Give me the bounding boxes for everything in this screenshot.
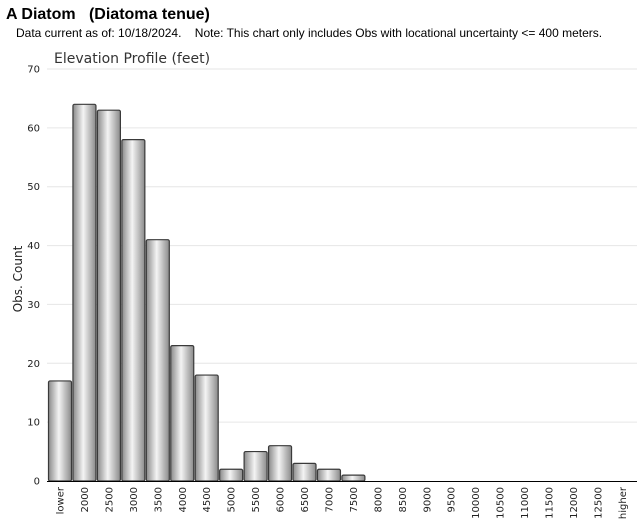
y-axis-label: Obs. Count	[11, 245, 25, 312]
x-tick-label: 5000	[227, 487, 238, 512]
bar-6000	[267, 445, 293, 482]
bar-3500	[145, 239, 170, 482]
x-tick-label: 2000	[80, 487, 91, 512]
x-tick-labels: lower 2000 2500 3000 3500 4000 4500 5000 5500 600…	[56, 486, 629, 519]
bar-7500	[341, 474, 366, 482]
x-tick-label: 11500	[545, 487, 556, 519]
y-tick-label: 10	[27, 418, 40, 429]
bar-5000	[219, 468, 244, 482]
y-tick-label: 30	[27, 300, 40, 311]
x-tick-label: 10000	[471, 487, 482, 519]
bar-7000	[316, 468, 342, 482]
x-tick-label: 2500	[104, 487, 115, 512]
bar-4500	[194, 374, 219, 482]
x-tick-label: 7000	[324, 487, 335, 512]
bar-6500	[292, 462, 317, 482]
x-tick-label: 4000	[178, 487, 189, 512]
y-tick-label: 20	[27, 359, 40, 370]
x-tick-label: 6500	[300, 487, 311, 512]
y-tick-label: 40	[27, 241, 40, 252]
x-tick-label: 8500	[398, 487, 409, 512]
y-tick-labels: 0 10 20 30 40 50 60 70	[27, 65, 40, 488]
x-tick-label: 9000	[422, 487, 433, 512]
x-tick-label: 5500	[251, 487, 262, 512]
y-tick-label: 70	[27, 65, 40, 76]
bar-2000	[72, 103, 97, 482]
x-tick-label: 7500	[349, 487, 360, 512]
data-note: Data current as of: 10/18/2024. Note: Th…	[16, 26, 603, 40]
chart-title: Elevation Profile (feet)	[54, 51, 210, 67]
bar-5500	[243, 450, 268, 482]
x-tick-label: higher	[618, 486, 629, 519]
y-tick-label: 50	[27, 182, 40, 193]
bar-2500	[96, 109, 122, 482]
bar-4000	[170, 345, 195, 482]
x-tick-label: lower	[56, 486, 67, 514]
y-tick-label: 60	[27, 123, 40, 134]
x-tick-label: 3500	[153, 487, 164, 512]
x-tick-label: 12000	[569, 487, 580, 519]
bars	[47, 103, 366, 482]
bar-lower	[47, 380, 73, 482]
x-tick-label: 6000	[276, 487, 287, 512]
page-title: A Diatom (Diatoma tenue)	[6, 6, 210, 23]
x-tick-label: 9500	[447, 487, 458, 512]
x-tick-label: 4500	[202, 487, 213, 512]
y-tick-label: 0	[34, 477, 40, 488]
x-tick-label: 10500	[496, 487, 507, 519]
x-tick-label: 8000	[373, 487, 384, 512]
x-tick-label: 11000	[520, 487, 531, 519]
bar-3000	[121, 139, 146, 482]
x-tick-label: 3000	[129, 487, 140, 512]
x-tick-label: 12500	[593, 487, 604, 519]
